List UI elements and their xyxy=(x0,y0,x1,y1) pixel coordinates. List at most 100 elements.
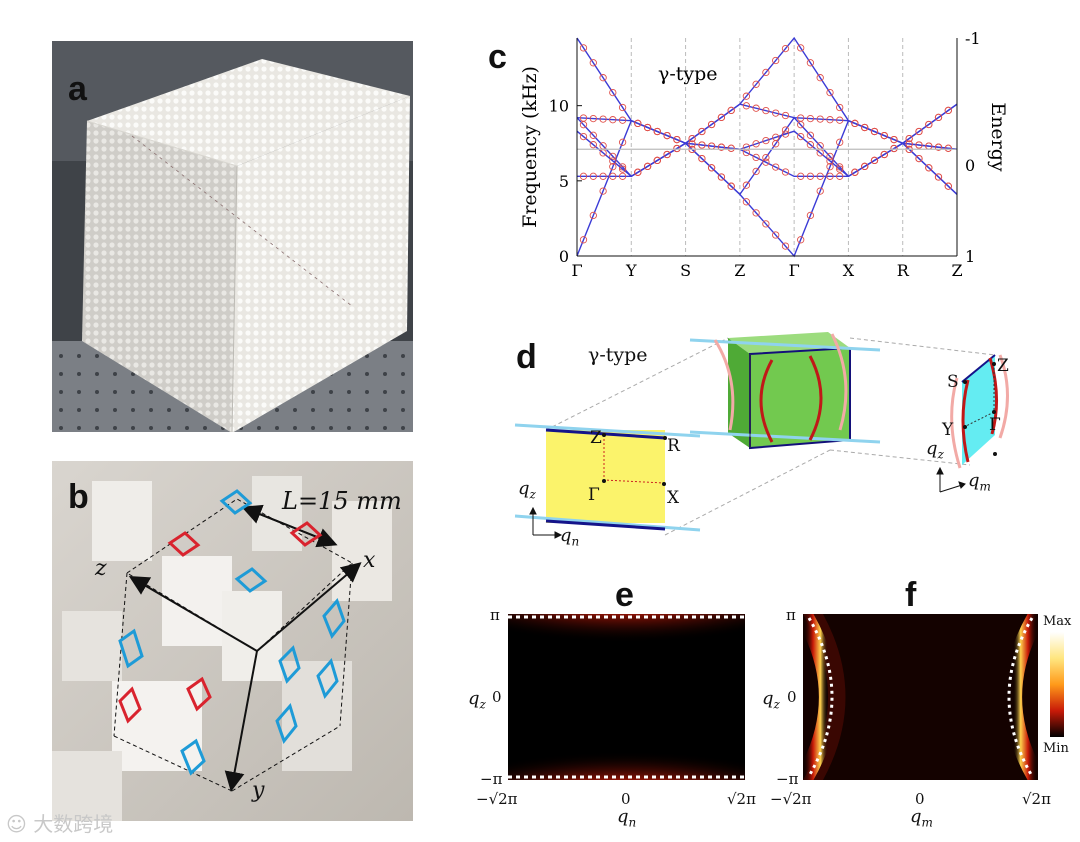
x-tick-label: S xyxy=(680,261,691,280)
heatmap-f xyxy=(803,614,1038,780)
data-point xyxy=(944,182,952,190)
data-point xyxy=(717,143,726,151)
colorbar xyxy=(1050,632,1064,737)
point-X: X xyxy=(667,488,680,508)
data-point xyxy=(717,173,726,181)
data-point xyxy=(579,172,588,180)
data-point xyxy=(618,138,627,146)
axis-qz-right-text: q xyxy=(926,438,938,459)
data-point xyxy=(851,119,859,128)
length-annotation: L=15 mm xyxy=(282,487,402,515)
watermark-text: 大数跨境 xyxy=(33,812,114,836)
data-point xyxy=(752,209,760,217)
data-point xyxy=(806,114,815,123)
data-point xyxy=(797,121,805,129)
band-line xyxy=(576,103,958,145)
data-point xyxy=(688,140,696,148)
data-point xyxy=(772,163,780,171)
data-point xyxy=(698,154,706,163)
data-point xyxy=(589,131,597,139)
data-point xyxy=(915,141,923,149)
axis-qn-left-text: q xyxy=(560,525,572,546)
panel-b-label: b xyxy=(68,478,89,516)
data-point xyxy=(589,114,597,123)
axis-qn-left-sub: n xyxy=(571,534,580,549)
x-tick-label: Γ xyxy=(571,261,582,280)
data-point xyxy=(826,157,834,165)
data-point xyxy=(752,104,760,112)
data-point xyxy=(934,173,943,181)
data-point xyxy=(797,44,805,52)
data-point xyxy=(870,156,879,165)
data-point xyxy=(797,236,805,244)
data-point xyxy=(905,134,913,143)
e-xtick-right: √2π xyxy=(727,790,756,808)
data-point xyxy=(762,68,770,77)
data-point xyxy=(861,123,869,132)
data-point xyxy=(618,103,627,112)
data-point xyxy=(742,198,751,206)
data-point xyxy=(618,165,627,173)
data-point xyxy=(717,113,726,122)
data-point xyxy=(816,74,824,82)
e-ytick-bot: −π xyxy=(480,770,503,788)
axis-y-label: y xyxy=(252,778,265,803)
data-point xyxy=(589,172,597,180)
point-Gamma-left: Γ xyxy=(588,485,600,505)
data-point xyxy=(781,130,790,138)
data-point xyxy=(816,172,824,180)
panel-c-label: c xyxy=(488,38,507,76)
panel-d-title: γ-type xyxy=(588,344,648,366)
data-point xyxy=(698,127,706,136)
data-point xyxy=(609,172,617,180)
y2-tick-label: 0 xyxy=(965,156,975,175)
data-point xyxy=(752,80,760,88)
panel-b-photo xyxy=(52,461,413,821)
data-point xyxy=(806,141,815,149)
surface-projection-plane xyxy=(546,430,665,523)
data-point xyxy=(727,144,735,152)
y-tick-label: 0 xyxy=(559,247,569,266)
panel-d-label: d xyxy=(516,338,537,376)
data-point xyxy=(880,131,888,140)
point-Z-left: Z xyxy=(590,428,602,448)
data-point xyxy=(797,172,805,180)
e-ytick-mid: 0 xyxy=(492,688,502,706)
data-point xyxy=(861,162,869,171)
axis-qz-right: qz xyxy=(926,438,944,462)
f-ytick-bot: −π xyxy=(776,770,799,788)
data-point xyxy=(816,115,824,123)
point-S: S xyxy=(947,372,959,392)
data-point xyxy=(772,109,780,117)
data-point xyxy=(836,165,844,173)
data-point xyxy=(826,163,834,171)
e-xtick-mid: 0 xyxy=(621,790,631,808)
axis-qm-right: qm xyxy=(968,470,991,494)
axis-qm-right-text: q xyxy=(968,470,980,491)
data-point xyxy=(727,106,735,115)
data-point xyxy=(688,134,696,143)
y2-axis-label: Energy xyxy=(987,102,1009,172)
band-line xyxy=(576,116,958,196)
data-point xyxy=(634,168,642,176)
data-point xyxy=(609,88,617,97)
data-point xyxy=(579,44,588,52)
f-ytick-mid: 0 xyxy=(787,688,797,706)
panel-a-label: a xyxy=(68,70,87,108)
data-point xyxy=(806,211,815,220)
data-point xyxy=(762,220,770,228)
data-point xyxy=(599,187,607,195)
data-point xyxy=(707,120,716,129)
data-point xyxy=(934,143,943,151)
band-line xyxy=(576,36,958,145)
data-point xyxy=(643,162,652,171)
f-ylabel-text: q xyxy=(762,688,774,709)
data-point xyxy=(836,103,844,112)
data-point xyxy=(609,157,617,165)
f-xlabel-sub: m xyxy=(921,815,933,830)
f-ylabel: qz xyxy=(762,688,780,712)
e-xlabel: qn xyxy=(617,806,636,830)
axis-qz-left-sub: z xyxy=(529,487,536,502)
watermark-logo-icon: ☺ xyxy=(6,812,34,836)
data-point xyxy=(589,211,597,220)
